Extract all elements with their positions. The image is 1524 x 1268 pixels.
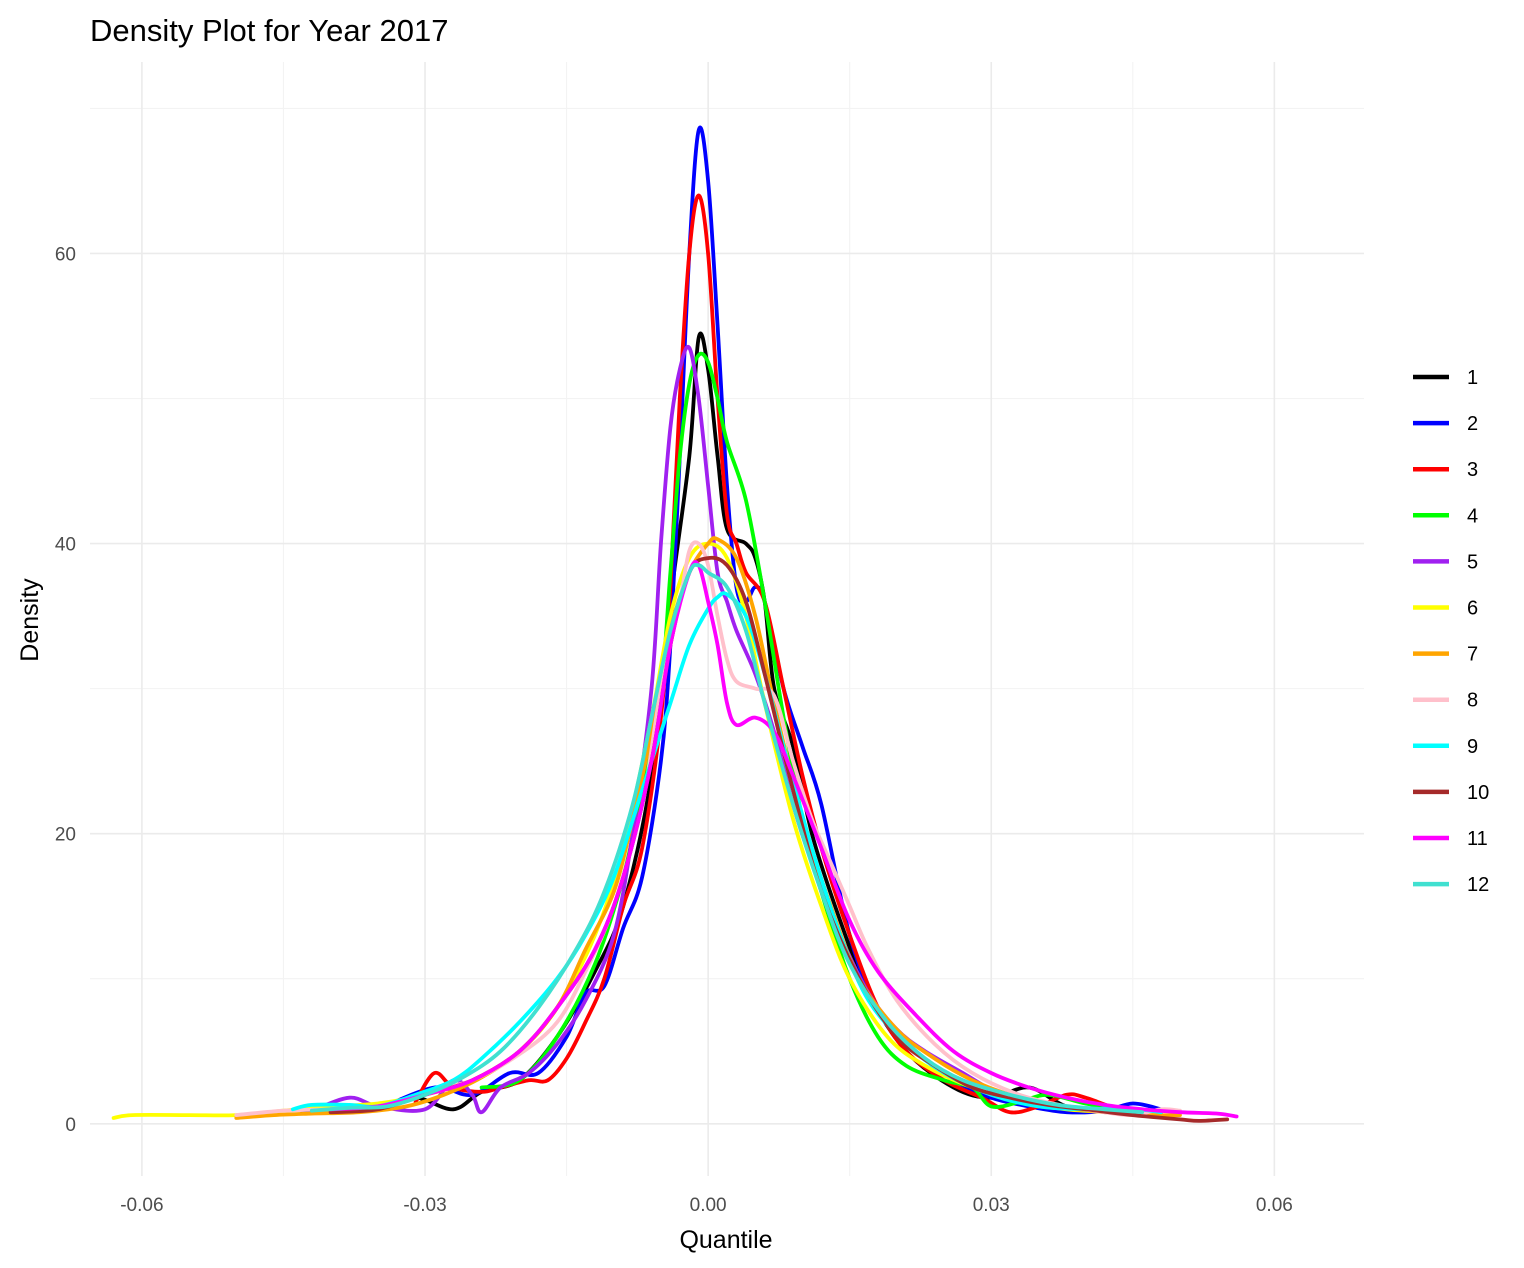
legend-label-1: 1 <box>1467 367 1478 389</box>
series-line-9 <box>291 591 1163 1115</box>
x-axis-ticks: -0.06 -0.03 0.00 0.03 0.06 <box>120 1195 1293 1216</box>
y-tick-label: 0 <box>65 1115 76 1136</box>
series-line-12 <box>309 562 1145 1115</box>
legend-label-5: 5 <box>1467 551 1478 573</box>
legend-label-12: 12 <box>1467 874 1489 896</box>
legend-label-11: 11 <box>1467 828 1488 850</box>
x-tick-label: 0.03 <box>973 1195 1010 1216</box>
y-tick-label: 60 <box>55 244 76 265</box>
legend-label-7: 7 <box>1467 644 1478 666</box>
legend-label-8: 8 <box>1467 690 1478 712</box>
x-tick-label: -0.03 <box>403 1195 446 1216</box>
y-tick-label: 40 <box>55 535 76 556</box>
legend-label-6: 6 <box>1467 598 1478 620</box>
x-tick-label: 0.06 <box>1256 1195 1293 1216</box>
plot-grid <box>90 62 1364 1176</box>
series-line-3 <box>413 193 1163 1119</box>
x-tick-label: -0.06 <box>120 1195 163 1216</box>
series-line-11 <box>328 560 1239 1119</box>
series-line-1 <box>300 331 1163 1116</box>
legend-label-2: 2 <box>1467 413 1478 435</box>
y-axis-ticks: 0 20 40 60 <box>55 244 76 1135</box>
series-line-7 <box>234 536 1182 1120</box>
y-tick-label: 20 <box>55 825 76 846</box>
series-lines <box>111 125 1239 1123</box>
legend-label-3: 3 <box>1467 459 1478 481</box>
x-tick-label: 0.00 <box>690 1195 727 1216</box>
y-axis-title: Density <box>16 578 44 662</box>
chart-title: Density Plot for Year 2017 <box>90 13 448 48</box>
series-line-10 <box>328 555 1230 1123</box>
legend-label-4: 4 <box>1467 505 1478 527</box>
legend-label-10: 10 <box>1467 782 1489 804</box>
legend-label-9: 9 <box>1467 736 1478 758</box>
series-line-4 <box>479 351 1135 1115</box>
x-axis-title: Quantile <box>679 1226 772 1254</box>
